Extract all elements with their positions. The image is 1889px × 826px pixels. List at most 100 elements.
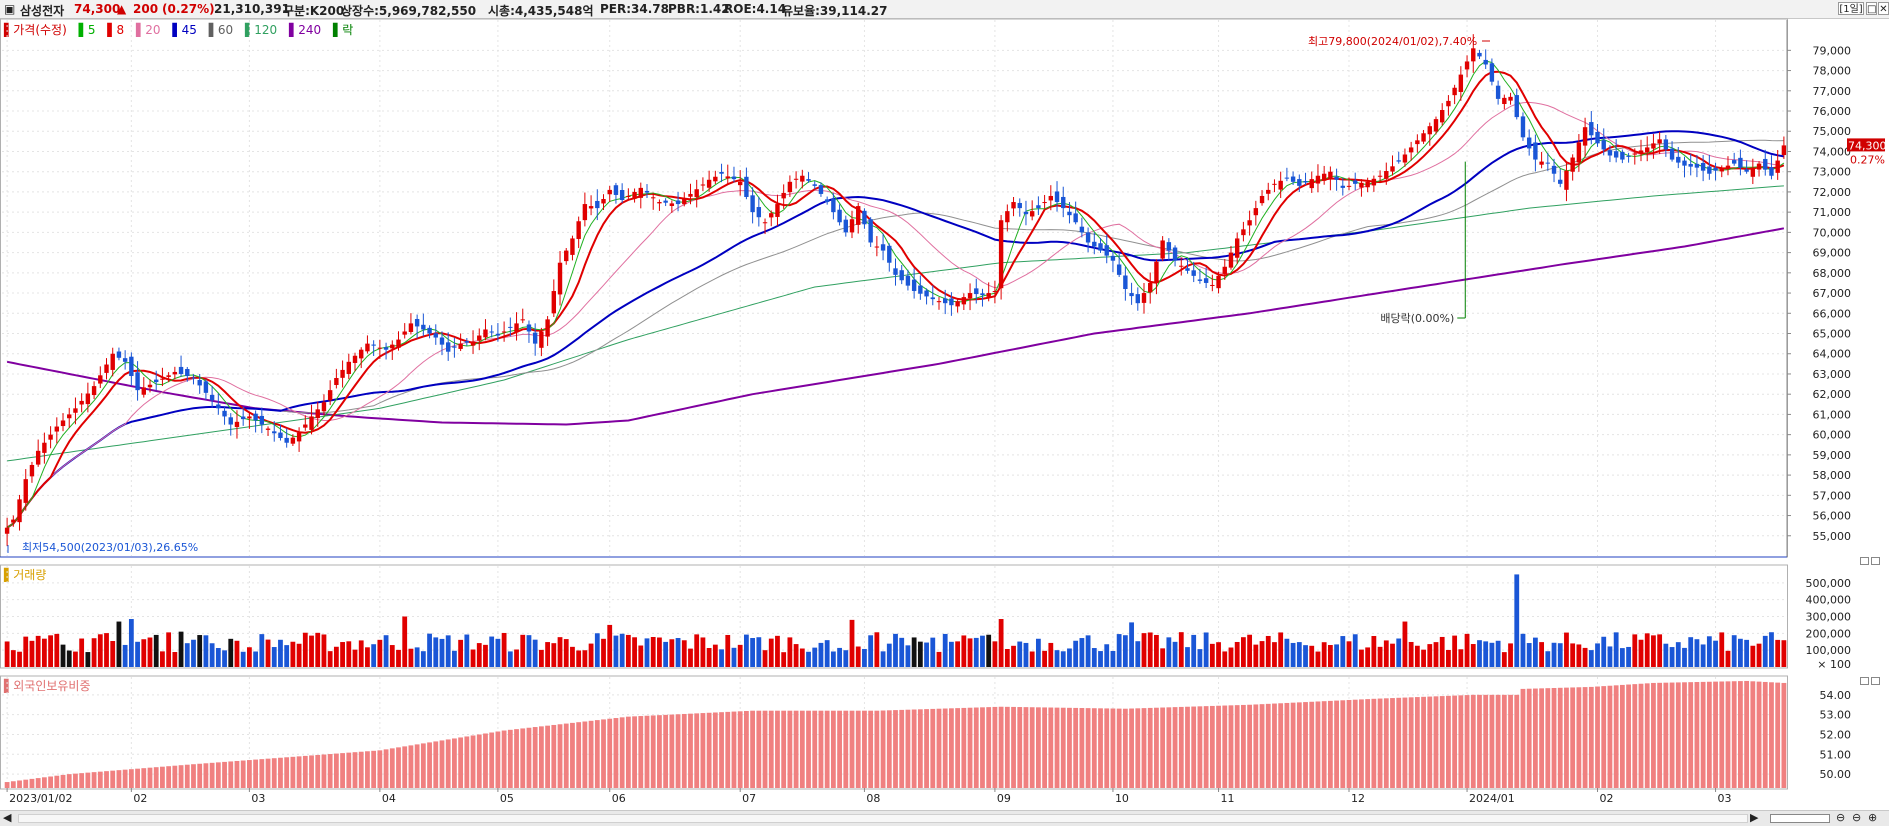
volume-bar [1532,637,1538,667]
volume-bar [408,648,414,667]
listed-shares-text: 상장수:5,969,782,550 [341,4,477,18]
foreign-ownership-bar [1495,694,1501,788]
foreign-ownership-bar [619,717,625,788]
candle-body [247,416,252,419]
foreign-ownership-bar [781,710,787,788]
time-tick-label: 05 [500,792,514,805]
foreign-ownership-bar [1682,682,1687,788]
legend-item-ma60[interactable]: ▌60 [208,23,234,37]
legend-item-ma8[interactable]: ▌8 [107,23,125,37]
high-price-annotation: 최고79,800(2024/01/02),7.40% [1308,35,1477,48]
foreign-ownership-bar [1390,698,1395,788]
candle-body [1769,167,1774,176]
candle-body [178,366,184,374]
foreign-ownership-bar [1067,707,1072,788]
candle-body [1402,154,1408,163]
zoom-slider[interactable] [1770,814,1830,823]
stock-name[interactable]: 삼성전자 [20,4,65,18]
foreign-ownership-bar [122,769,128,788]
candle-body [104,364,109,373]
foreign-ownership-bar [806,710,811,788]
candle-body [42,442,47,453]
candle-body [1191,270,1196,276]
foreign-ownership-bar [1154,707,1159,788]
horizontal-scrollbar[interactable]: ◀ ▶ ⊖ ⊖ ⊕ [0,810,1889,826]
volume-pane-minimize-icon[interactable] [1860,557,1869,565]
candle-body [862,210,867,225]
volume-bar [607,624,613,667]
foreign-ownership-bar [1619,684,1625,788]
foreign-ownership-bar [1122,708,1128,788]
candle-body [713,176,718,182]
foreign-ownership-bar [650,715,656,788]
candle-body [744,176,749,197]
volume-bar [1278,632,1284,667]
candle-body [998,220,1004,289]
volume-legend[interactable]: ▌거래량 [4,568,47,582]
menu-icon[interactable]: ▣ [4,2,16,16]
candle-body [750,195,755,213]
price-tick-label: 69,000 [1813,247,1852,260]
foreign-ownership-legend[interactable]: ▌외국인보유비중 [4,679,91,693]
foreign-ownership-bar [1439,696,1445,788]
foreign-ownership-bar [1446,695,1451,788]
volume-bar [166,632,172,667]
foreign-ownership-bar [632,716,637,788]
volume-bar [557,637,563,667]
volume-bar [1110,650,1116,667]
foreign-ownership-bar [1321,701,1327,788]
candle-body [1365,181,1370,188]
foreign-pane-minimize-icon[interactable] [1860,677,1869,685]
foreign-ownership-bar [768,710,774,788]
volume-bar [1359,649,1364,667]
candle-body [1359,182,1364,188]
scroll-right-icon[interactable]: ▶ [1750,811,1759,824]
zoom-in-icon[interactable]: ⊕ [1868,811,1878,824]
volume-bar [1185,647,1190,667]
foreign-pane-maximize-icon[interactable] [1871,677,1880,685]
volume-bar [830,651,836,667]
foreign-ownership-bar [1539,688,1545,788]
candle-body [1384,171,1389,179]
candle-body [781,192,786,199]
foreign-ownership-bar [197,763,203,788]
legend-item-ma20[interactable]: ▌20 [136,23,161,37]
legend-item-ma45[interactable]: ▌45 [172,23,197,37]
candle-body [414,318,420,327]
foreign-ownership-bar [1197,706,1203,788]
foreign-ownership-bar [594,720,600,788]
legend-item-ma240[interactable]: ▌240 [289,23,322,37]
volume-bar [1781,640,1787,667]
volume-bar [961,635,967,667]
volume-bar [1564,632,1569,667]
legend-item-ma5[interactable]: ▌5 [78,23,96,37]
scroll-track[interactable] [18,814,1748,823]
candle-body [1663,139,1669,150]
legend-item-dividend[interactable]: ▌락 [332,23,354,37]
market-cap-text: 시총:4,435,548억 [488,4,594,18]
volume-bar [85,652,91,667]
volume-bar [899,637,905,667]
period-selector[interactable]: [1일] [1838,2,1864,15]
foreign-ownership-bar [961,707,967,788]
scroll-left-icon[interactable]: ◀ [3,811,12,824]
foreign-tick-label: 51.00 [1820,748,1852,761]
volume-bar [1383,640,1389,667]
volume-pane-maximize-icon[interactable] [1871,557,1880,565]
volume-tick-label: 100,000 [1806,644,1852,657]
volume-bar [725,634,731,667]
maximize-icon[interactable]: □ [1866,2,1877,15]
volume-bar [1495,640,1501,667]
zoom-out-icon[interactable]: ⊖ [1852,811,1862,824]
foreign-ownership-bar [924,709,929,788]
foreign-ownership-bar [1576,687,1582,788]
volume-bar [1545,651,1551,667]
foreign-ownership-bar [1259,704,1265,788]
zoom-reset-icon[interactable]: ⊖ [1836,811,1846,824]
foreign-ownership-bar [1346,699,1352,788]
legend-item-price[interactable]: ▌가격(수정) [4,23,67,37]
volume-bar [1315,651,1321,667]
foreign-ownership-bar [899,709,905,788]
volume-bar [1154,634,1159,667]
